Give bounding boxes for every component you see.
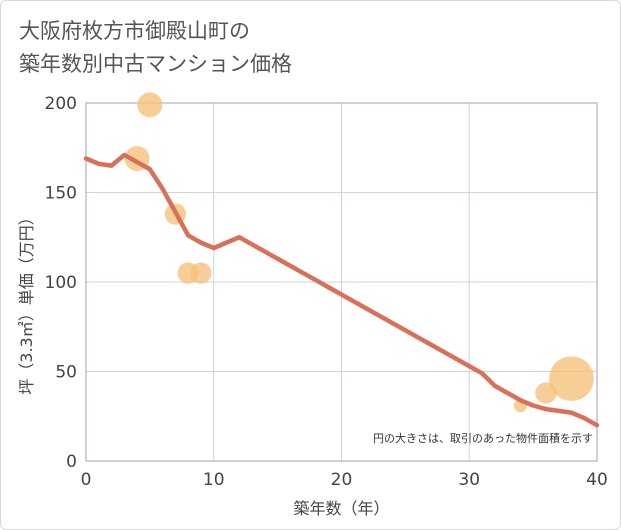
x-tick-label: 20 (331, 470, 353, 490)
x-tick-label: 10 (203, 470, 225, 490)
trend-line (83, 152, 600, 428)
data-bubble (190, 262, 212, 284)
y-axis-title: 坪（3.3㎡）単価（万円） (17, 209, 36, 394)
x-tick-label: 0 (81, 470, 92, 490)
x-tick-label: 30 (458, 470, 480, 490)
chart-title: 大阪府枚方市御殿山町の 築年数別中古マンション価格 (19, 15, 292, 81)
bubble-size-note: 円の大きさは、取引のあった物件面積を示す (373, 431, 593, 445)
chart-title-line2: 築年数別中古マンション価格 (19, 52, 292, 76)
y-tick-label: 0 (66, 452, 77, 472)
y-tick-label: 100 (45, 273, 77, 293)
data-bubble (549, 356, 594, 402)
y-tick-label: 200 (45, 94, 77, 114)
data-bubble (137, 92, 163, 118)
y-tick-label: 150 (45, 184, 77, 204)
y-tick-label: 50 (55, 363, 77, 383)
x-axis-title: 築年数（年） (293, 499, 389, 518)
x-tick-label: 40 (586, 470, 608, 490)
chart-title-line1: 大阪府枚方市御殿山町の (19, 19, 250, 43)
plot-frame (85, 102, 598, 462)
